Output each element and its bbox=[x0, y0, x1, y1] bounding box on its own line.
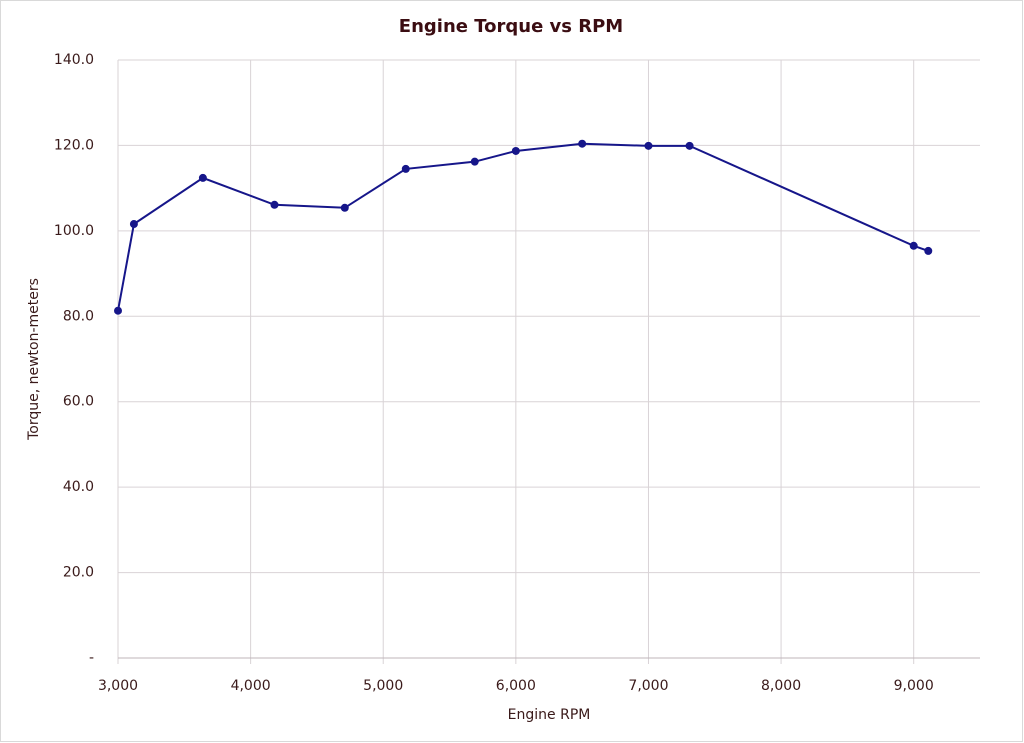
data-point bbox=[578, 139, 587, 148]
data-point bbox=[340, 203, 349, 212]
y-tick-label: 100.0 bbox=[54, 223, 94, 239]
data-point bbox=[129, 220, 138, 229]
x-tick-label: 7,000 bbox=[628, 678, 668, 694]
x-tick-label: 8,000 bbox=[761, 678, 801, 694]
y-tick-label: 80.0 bbox=[63, 308, 94, 324]
x-tick-label: 6,000 bbox=[496, 678, 536, 694]
x-tick-label: 3,000 bbox=[98, 678, 138, 694]
data-point bbox=[909, 241, 918, 250]
y-tick-label: 40.0 bbox=[63, 479, 94, 495]
y-tick-label: 140.0 bbox=[54, 52, 94, 68]
data-point bbox=[470, 157, 479, 166]
data-point bbox=[270, 200, 279, 209]
data-point bbox=[685, 141, 694, 150]
y-tick-label: - bbox=[89, 650, 94, 666]
y-tick-label: 120.0 bbox=[54, 137, 94, 153]
chart-title: Engine Torque vs RPM bbox=[399, 16, 623, 37]
x-axis-label: Engine RPM bbox=[508, 707, 591, 723]
y-tick-label: 20.0 bbox=[63, 565, 94, 581]
data-point bbox=[644, 141, 653, 150]
y-tick-label: 60.0 bbox=[63, 394, 94, 410]
y-axis-label: Torque, newton-meters bbox=[26, 278, 42, 441]
x-tick-label: 9,000 bbox=[894, 678, 934, 694]
data-point bbox=[198, 173, 207, 182]
x-tick-label: 5,000 bbox=[363, 678, 403, 694]
data-point bbox=[401, 164, 410, 173]
data-point bbox=[924, 246, 933, 255]
data-point bbox=[114, 306, 122, 315]
data-point bbox=[511, 146, 520, 155]
x-tick-label: 4,000 bbox=[231, 678, 271, 694]
